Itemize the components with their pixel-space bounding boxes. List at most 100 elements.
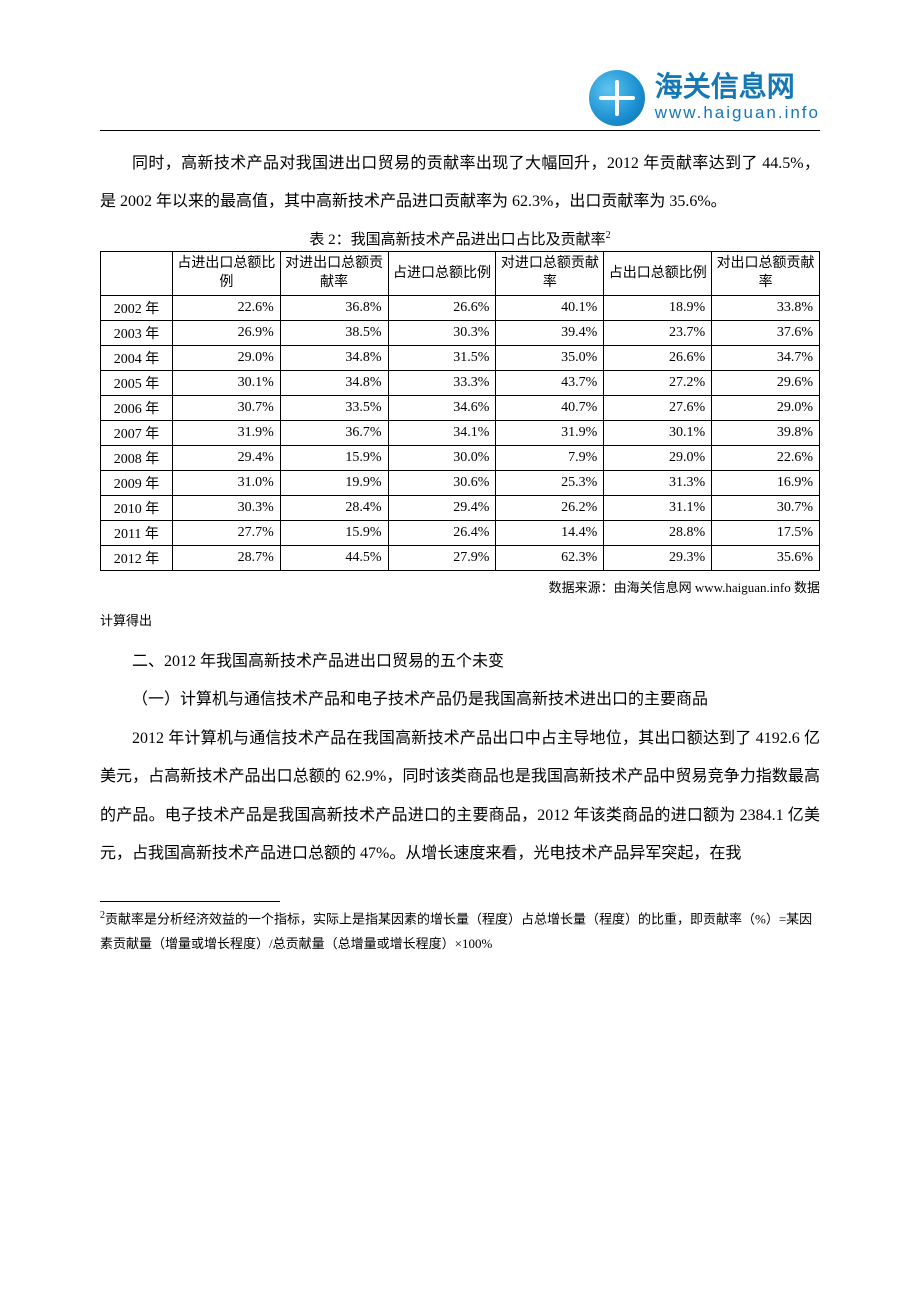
table-header-col: 占进出口总额比例 (172, 251, 280, 295)
footnote: 2贡献率是分析经济效益的一个指标，实际上是指某因素的增长量（程度）占总增长量（程… (100, 906, 820, 957)
header-logo: 海关信息网 www.haiguan.info (100, 70, 820, 126)
table-cell-value: 15.9% (280, 445, 388, 470)
table-cell-value: 33.8% (712, 295, 820, 320)
table-cell-value: 22.6% (172, 295, 280, 320)
logo-url: www.haiguan.info (655, 103, 820, 123)
table-cell-year: 2012 年 (101, 545, 173, 570)
table-cell-value: 31.9% (496, 420, 604, 445)
table-cell-value: 30.6% (388, 470, 496, 495)
table-cell-value: 28.7% (172, 545, 280, 570)
table-row: 2003 年26.9%38.5%30.3%39.4%23.7%37.6% (101, 320, 820, 345)
table-row: 2005 年30.1%34.8%33.3%43.7%27.2%29.6% (101, 370, 820, 395)
table-cell-year: 2006 年 (101, 395, 173, 420)
table-row: 2006 年30.7%33.5%34.6%40.7%27.6%29.0% (101, 395, 820, 420)
table-row: 2008 年29.4%15.9%30.0%7.9%29.0%22.6% (101, 445, 820, 470)
table-cell-value: 33.5% (280, 395, 388, 420)
table-cell-value: 27.9% (388, 545, 496, 570)
table-cell-value: 39.4% (496, 320, 604, 345)
header-divider (100, 130, 820, 131)
data-table: 占进出口总额比例 对进出口总额贡献率 占进口总额比例 对进口总额贡献率 占出口总… (100, 251, 820, 571)
table-cell-value: 28.4% (280, 495, 388, 520)
table-caption: 表 2：我国高新技术产品进出口占比及贡献率2 (100, 228, 820, 249)
table-cell-value: 26.4% (388, 520, 496, 545)
table-row: 2002 年22.6%36.8%26.6%40.1%18.9%33.8% (101, 295, 820, 320)
table-cell-value: 30.7% (172, 395, 280, 420)
footnote-separator (100, 901, 280, 902)
table-cell-value: 14.4% (496, 520, 604, 545)
table-cell-value: 31.3% (604, 470, 712, 495)
table-cell-value: 34.7% (712, 345, 820, 370)
table-header-blank (101, 251, 173, 295)
table-cell-value: 26.6% (388, 295, 496, 320)
table-cell-value: 30.0% (388, 445, 496, 470)
table-cell-year: 2002 年 (101, 295, 173, 320)
logo-icon (589, 70, 645, 126)
table-cell-value: 29.6% (712, 370, 820, 395)
section-heading: 二、2012 年我国高新技术产品进出口贸易的五个未变 (100, 643, 820, 681)
table-header-col: 占出口总额比例 (604, 251, 712, 295)
table-header-row: 占进出口总额比例 对进出口总额贡献率 占进口总额比例 对进口总额贡献率 占出口总… (101, 251, 820, 295)
table-cell-value: 34.8% (280, 345, 388, 370)
table-cell-value: 37.6% (712, 320, 820, 345)
table-cell-value: 44.5% (280, 545, 388, 570)
table-cell-value: 30.1% (172, 370, 280, 395)
table-cell-value: 34.1% (388, 420, 496, 445)
table-cell-value: 40.7% (496, 395, 604, 420)
table-row: 2011 年27.7%15.9%26.4%14.4%28.8%17.5% (101, 520, 820, 545)
calc-note: 计算得出 (100, 610, 820, 629)
table-cell-value: 29.4% (388, 495, 496, 520)
table-cell-value: 40.1% (496, 295, 604, 320)
table-row: 2010 年30.3%28.4%29.4%26.2%31.1%30.7% (101, 495, 820, 520)
table-cell-value: 29.0% (712, 395, 820, 420)
table-cell-year: 2010 年 (101, 495, 173, 520)
table-cell-value: 29.0% (604, 445, 712, 470)
table-header-col: 对进出口总额贡献率 (280, 251, 388, 295)
table-cell-year: 2009 年 (101, 470, 173, 495)
table-cell-value: 17.5% (712, 520, 820, 545)
table-cell-value: 26.2% (496, 495, 604, 520)
table-cell-value: 31.9% (172, 420, 280, 445)
table-cell-value: 19.9% (280, 470, 388, 495)
logo-title-cn: 海关信息网 (655, 73, 820, 101)
table-cell-value: 39.8% (712, 420, 820, 445)
table-caption-text: 表 2：我国高新技术产品进出口占比及贡献率 (309, 232, 605, 248)
table-cell-value: 35.6% (712, 545, 820, 570)
table-cell-value: 29.4% (172, 445, 280, 470)
table-cell-value: 36.8% (280, 295, 388, 320)
table-cell-value: 38.5% (280, 320, 388, 345)
table-cell-year: 2008 年 (101, 445, 173, 470)
table-header-col: 对进口总额贡献率 (496, 251, 604, 295)
table-row: 2004 年29.0%34.8%31.5%35.0%26.6%34.7% (101, 345, 820, 370)
table-cell-value: 31.0% (172, 470, 280, 495)
table-cell-year: 2011 年 (101, 520, 173, 545)
table-cell-value: 62.3% (496, 545, 604, 570)
table-cell-year: 2004 年 (101, 345, 173, 370)
table-cell-year: 2007 年 (101, 420, 173, 445)
table-cell-value: 30.1% (604, 420, 712, 445)
table-row: 2012 年28.7%44.5%27.9%62.3%29.3%35.6% (101, 545, 820, 570)
table-cell-value: 30.3% (388, 320, 496, 345)
table-cell-value: 30.7% (712, 495, 820, 520)
table-cell-value: 28.8% (604, 520, 712, 545)
table-cell-value: 29.3% (604, 545, 712, 570)
table-row: 2009 年31.0%19.9%30.6%25.3%31.3%16.9% (101, 470, 820, 495)
paragraph-intro: 同时，高新技术产品对我国进出口贸易的贡献率出现了大幅回升，2012 年贡献率达到… (100, 145, 820, 222)
table-cell-value: 18.9% (604, 295, 712, 320)
table-cell-value: 31.1% (604, 495, 712, 520)
table-cell-value: 25.3% (496, 470, 604, 495)
footnote-text: 贡献率是分析经济效益的一个指标，实际上是指某因素的增长量（程度）占总增长量（程度… (100, 912, 812, 952)
table-cell-value: 34.8% (280, 370, 388, 395)
table-cell-value: 7.9% (496, 445, 604, 470)
table-header-col: 对出口总额贡献率 (712, 251, 820, 295)
table-cell-value: 33.3% (388, 370, 496, 395)
table-cell-value: 26.6% (604, 345, 712, 370)
table-cell-value: 36.7% (280, 420, 388, 445)
table-cell-year: 2003 年 (101, 320, 173, 345)
table-row: 2007 年31.9%36.7%34.1%31.9%30.1%39.8% (101, 420, 820, 445)
table-cell-year: 2005 年 (101, 370, 173, 395)
table-cell-value: 30.3% (172, 495, 280, 520)
table-cell-value: 27.2% (604, 370, 712, 395)
table-cell-value: 31.5% (388, 345, 496, 370)
table-cell-value: 22.6% (712, 445, 820, 470)
table-cell-value: 23.7% (604, 320, 712, 345)
